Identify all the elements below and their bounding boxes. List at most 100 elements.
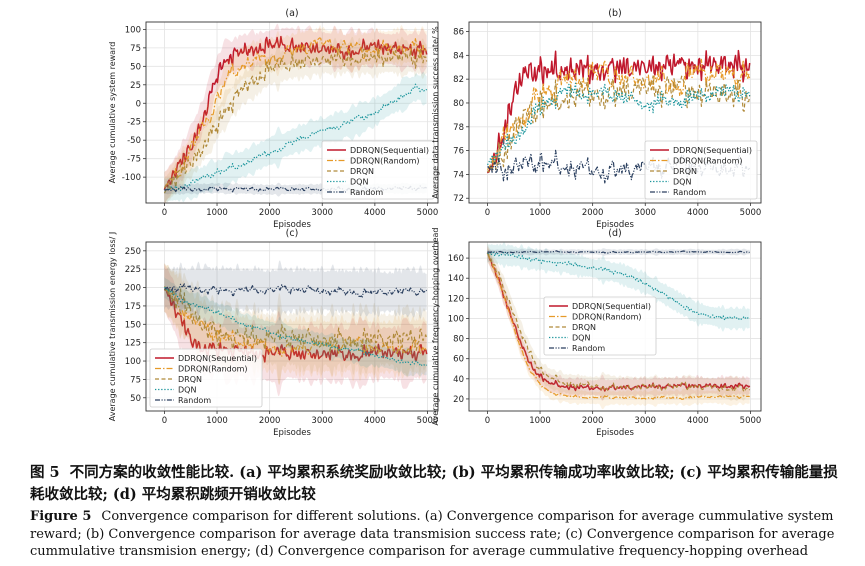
y-tick-label: 200 xyxy=(125,284,141,294)
series-line-0 xyxy=(486,49,751,174)
y-tick-label: 40 xyxy=(453,375,464,385)
figure-5-convergence-charts: 0 1000 2000 3000 4000 5000-100-75-50-25025507… xyxy=(108,8,762,438)
legend: DDRQN(Sequential) DDRQN(Random)DRQN DQNRan… xyxy=(644,140,758,200)
legend-label: DQN xyxy=(350,178,368,187)
legend-label: Random xyxy=(673,188,706,197)
legend-label: DRQN xyxy=(673,167,697,176)
panel-title: (d) xyxy=(608,228,621,239)
y-tick-label: 78 xyxy=(453,123,464,133)
caption-english-text: Convergence comparison for different sol… xyxy=(30,509,835,559)
series-band-3 xyxy=(164,71,427,203)
caption-chinese: 图 5 不同方案的收敛性能比较. (a) 平均累积系统奖励收敛比较; (b) 平均… xyxy=(30,462,840,506)
legend-label: Random xyxy=(350,188,383,197)
axes-frame xyxy=(468,241,762,412)
series-line-3 xyxy=(164,83,428,192)
series-line-0 xyxy=(486,252,751,392)
legend-label: DDRQN(Random) xyxy=(350,157,420,166)
y-tick-label: -100 xyxy=(122,173,141,183)
legend-label: DQN xyxy=(178,386,196,395)
legend-label: DQN xyxy=(673,178,691,187)
y-tick-label: 125 xyxy=(125,339,141,349)
legend-label: Random xyxy=(178,396,211,405)
plot-area xyxy=(486,242,751,410)
x-tick-label: 5000 xyxy=(417,208,439,218)
x-tick-label: 2000 xyxy=(259,416,281,426)
x-tick-label: 2000 xyxy=(582,416,604,426)
series-line-1 xyxy=(486,253,750,400)
x-tick-label: 3000 xyxy=(311,416,333,426)
series-band-3 xyxy=(164,277,427,377)
y-tick-label: 120 xyxy=(448,294,464,304)
series-line-3 xyxy=(486,82,751,166)
x-tick-label: 1000 xyxy=(529,208,551,218)
y-tick-label: 20 xyxy=(453,395,464,405)
caption-chinese-label: 图 5 xyxy=(30,464,60,481)
y-tick-label: -25 xyxy=(127,118,141,128)
x-tick-label: 1000 xyxy=(206,208,228,218)
legend-box xyxy=(149,348,263,408)
series-line-0 xyxy=(163,35,428,191)
y-tick-label: 74 xyxy=(453,170,464,180)
x-tick-label: 4000 xyxy=(687,208,709,218)
y-tick-label: 225 xyxy=(125,265,141,275)
legend-label: DRQN xyxy=(572,323,596,332)
y-tick-label: -75 xyxy=(127,155,141,165)
legend-label: DDRQN(Sequential) xyxy=(572,302,651,311)
x-tick-label: 5000 xyxy=(417,416,439,426)
y-axis-label: Average cumulative transmission energy l… xyxy=(108,232,117,422)
x-tick-label: 2000 xyxy=(259,208,281,218)
series-band-4 xyxy=(164,260,427,321)
y-tick-label: 75 xyxy=(130,375,141,385)
y-tick-label: 86 xyxy=(453,28,464,38)
series-line-2 xyxy=(163,287,428,354)
x-tick-label: 4000 xyxy=(364,208,386,218)
chart-panel-3: 0 1000 2000 3000 4000 5000 20 40 60 80 100 120 140 16… xyxy=(431,228,762,438)
x-axis-label: Episodes xyxy=(596,220,634,230)
y-tick-label: 76 xyxy=(453,147,464,157)
y-tick-label: 25 xyxy=(130,81,141,91)
y-tick-label: 250 xyxy=(125,247,141,257)
series-band-1 xyxy=(487,246,750,410)
legend-box xyxy=(543,296,657,356)
legend-box xyxy=(321,140,435,200)
y-tick-label: 84 xyxy=(453,51,464,61)
y-tick-label: 72 xyxy=(453,194,464,204)
axes-frame xyxy=(145,21,439,204)
chart-panel-1: 0 1000 2000 3000 4000 5000 72 74 76 78 80 82 84 86 (b)… xyxy=(431,8,762,230)
caption-english-label: Figure 5 xyxy=(30,509,92,524)
y-tick-label: 60 xyxy=(453,355,464,365)
legend-label: DDRQN(Random) xyxy=(572,313,642,322)
legend-label: DDRQN(Sequential) xyxy=(350,146,429,155)
legend: DDRQN(Sequential) DDRQN(Random)DRQN DQNRan… xyxy=(543,296,657,356)
series-line-1 xyxy=(163,286,428,357)
y-tick-label: 80 xyxy=(453,99,464,109)
x-axis-label: Episodes xyxy=(273,220,311,230)
chart-panel-2: 0 1000 2000 3000 4000 5000 50 75 100 125 150 175 200… xyxy=(108,228,439,438)
legend-label: DRQN xyxy=(178,375,202,384)
x-tick-label: 2000 xyxy=(582,208,604,218)
x-tick-label: 3000 xyxy=(634,416,656,426)
axes-frame xyxy=(145,241,439,412)
series-line-2 xyxy=(486,75,751,173)
x-tick-label: 4000 xyxy=(687,416,709,426)
series-line-4 xyxy=(487,250,750,254)
x-tick-label: 3000 xyxy=(311,208,333,218)
y-tick-label: 82 xyxy=(453,75,464,85)
series-line-1 xyxy=(163,37,428,188)
caption-chinese-text: 不同方案的收敛性能比较. (a) 平均累积系统奖励收敛比较; (b) 平均累积传… xyxy=(30,464,838,503)
y-tick-label: 160 xyxy=(448,254,464,264)
x-tick-label: 1000 xyxy=(206,416,228,426)
x-tick-label: 1000 xyxy=(529,416,551,426)
y-axis-label: Average data transmission success rate/ … xyxy=(431,26,440,199)
series-line-2 xyxy=(163,47,428,194)
legend: DDRQN(Sequential) DDRQN(Random)DRQN DQNRan… xyxy=(321,140,435,200)
legend-label: DDRQN(Random) xyxy=(178,365,248,374)
series-band-0 xyxy=(164,23,427,203)
series-band-3 xyxy=(487,242,750,332)
legend-label: DDRQN(Random) xyxy=(673,157,743,166)
series-band-2 xyxy=(164,36,427,203)
y-tick-label: 0 xyxy=(136,99,141,109)
x-tick-label: 4000 xyxy=(364,416,386,426)
series-band-1 xyxy=(164,25,427,203)
caption-english: Figure 5 Convergence comparison for diffe… xyxy=(30,508,840,561)
